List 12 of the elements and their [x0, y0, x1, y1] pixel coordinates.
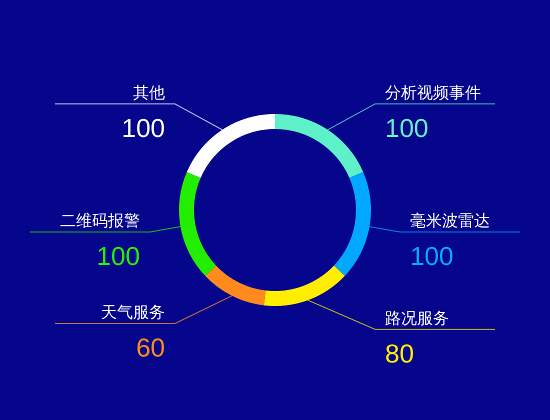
slice-label: 路况服务 [385, 308, 449, 328]
data-label: 60 [136, 332, 165, 362]
data-label: 100 [96, 241, 140, 272]
slice-label: 其他 [133, 82, 165, 102]
slice-label: 二维码报警 [60, 211, 140, 230]
slice-label: 天气服务 [101, 302, 165, 322]
data-label: 100 [385, 112, 428, 143]
data-label: 80 [385, 338, 414, 368]
slice-label: 毫米波雷达 [410, 211, 490, 230]
data-label: 100 [410, 241, 454, 272]
data-label: 100 [122, 112, 165, 143]
slice-label: 分析视频事件 [385, 82, 481, 102]
